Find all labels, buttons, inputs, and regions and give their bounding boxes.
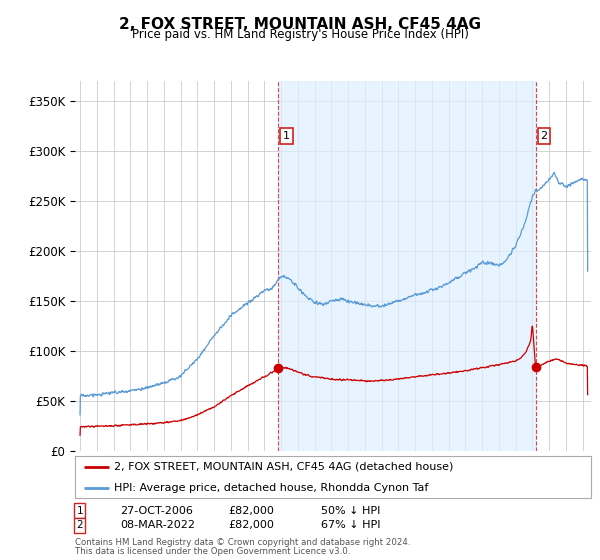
Text: HPI: Average price, detached house, Rhondda Cynon Taf: HPI: Average price, detached house, Rhon… (114, 483, 428, 493)
Text: Contains HM Land Registry data © Crown copyright and database right 2024.: Contains HM Land Registry data © Crown c… (75, 538, 410, 547)
Text: 1: 1 (283, 131, 290, 141)
Text: This data is licensed under the Open Government Licence v3.0.: This data is licensed under the Open Gov… (75, 547, 350, 556)
Text: 50% ↓ HPI: 50% ↓ HPI (321, 506, 380, 516)
Text: 2: 2 (76, 520, 83, 530)
Text: 1: 1 (76, 506, 83, 516)
Text: £82,000: £82,000 (228, 506, 274, 516)
Bar (278, 81, 536, 451)
Text: Price paid vs. HM Land Registry's House Price Index (HPI): Price paid vs. HM Land Registry's House … (131, 28, 469, 41)
Text: £82,000: £82,000 (228, 520, 274, 530)
Text: 2, FOX STREET, MOUNTAIN ASH, CF45 4AG (detached house): 2, FOX STREET, MOUNTAIN ASH, CF45 4AG (d… (114, 462, 453, 472)
Text: 67% ↓ HPI: 67% ↓ HPI (321, 520, 380, 530)
Text: 2: 2 (541, 131, 548, 141)
Text: 27-OCT-2006: 27-OCT-2006 (120, 506, 193, 516)
Text: 08-MAR-2022: 08-MAR-2022 (120, 520, 195, 530)
Text: 2, FOX STREET, MOUNTAIN ASH, CF45 4AG: 2, FOX STREET, MOUNTAIN ASH, CF45 4AG (119, 17, 481, 32)
